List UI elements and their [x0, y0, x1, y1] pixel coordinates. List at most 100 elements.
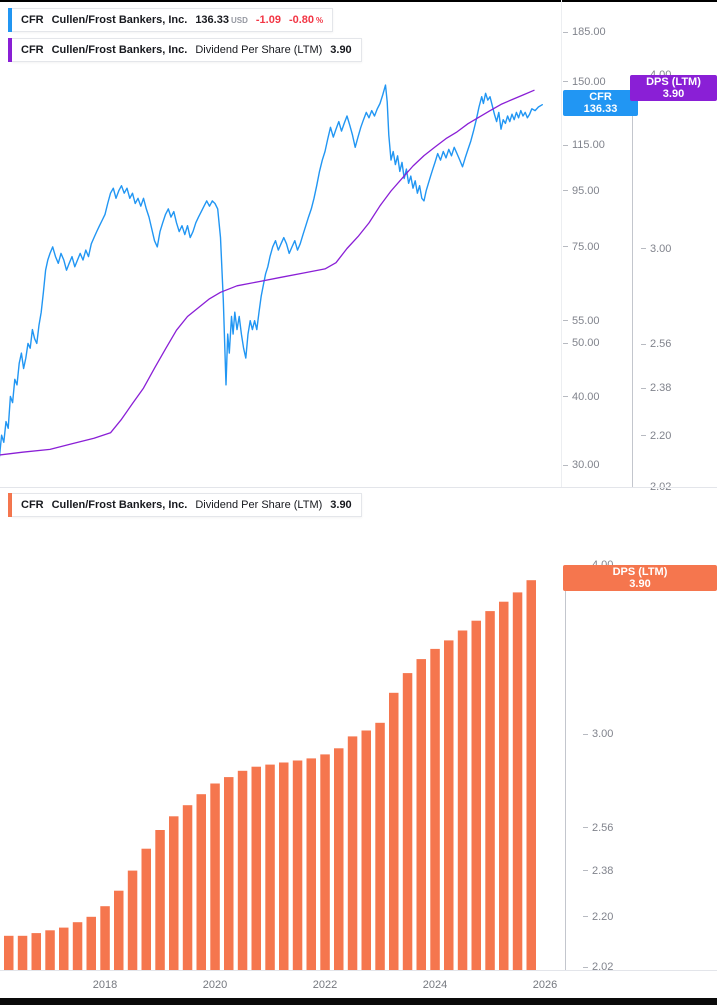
- dps-bar[interactable]: [292, 760, 303, 971]
- dps-bar[interactable]: [471, 620, 482, 970]
- dps-bar[interactable]: [320, 754, 330, 970]
- price-y-axis[interactable]: 185.00 150.00 115.00 95.00 75.00 55.00 50.00 40…: [563, 0, 635, 487]
- dps-bar[interactable]: [141, 848, 152, 970]
- dps-bar[interactable]: [196, 794, 207, 970]
- metric-name: Dividend Per Share (LTM): [195, 499, 323, 511]
- dps-bar[interactable]: [210, 783, 220, 971]
- y-axis-tick: 2.38: [641, 381, 671, 395]
- y-axis-tick: 3.00: [583, 727, 613, 741]
- dps-bar[interactable]: [416, 659, 427, 970]
- dps-bar[interactable]: [526, 580, 537, 970]
- y-axis-tick: 75.00: [563, 240, 600, 254]
- dps-bar[interactable]: [512, 592, 523, 970]
- dps-bar[interactable]: [31, 933, 42, 970]
- dps-bar[interactable]: [72, 922, 83, 970]
- dps-bar[interactable]: [45, 930, 55, 970]
- dps-line[interactable]: [0, 89, 535, 456]
- dps-bar[interactable]: [155, 830, 165, 970]
- metric-name: Dividend Per Share (LTM): [195, 44, 323, 56]
- dps-bar[interactable]: [224, 777, 234, 970]
- dps-bar[interactable]: [499, 601, 509, 970]
- dps-value: 3.90: [330, 499, 352, 511]
- dps-last-value-badge: DPS (LTM) 3.90: [563, 565, 717, 591]
- dps-bar[interactable]: [361, 730, 372, 971]
- dps-y-axis[interactable]: 4.003.002.562.382.202.02: [641, 0, 713, 493]
- dps-value: 3.90: [330, 44, 352, 56]
- y-axis-tick: 30.00: [563, 458, 600, 472]
- price-change-percent: -0.80: [288, 14, 315, 26]
- dps-bar[interactable]: [457, 630, 468, 971]
- dps-bar[interactable]: [430, 648, 440, 970]
- dividend-bar-canvas[interactable]: [0, 488, 717, 970]
- x-axis-year-label: 2022: [312, 979, 338, 991]
- price-chart-panel: 185.00 150.00 115.00 95.00 75.00 55.00 50.00 40…: [0, 0, 717, 493]
- x-axis-year-label: 2020: [202, 979, 228, 991]
- percent-sign: %: [316, 16, 324, 25]
- dps-bar[interactable]: [389, 692, 399, 970]
- dps-overlay-legend[interactable]: CFR Cullen/Frost Bankers, Inc. Dividend …: [8, 38, 362, 62]
- y-axis-tick: 50.00: [563, 336, 600, 350]
- y-axis-tick: 2.56: [583, 821, 613, 835]
- price-legend-chip: CFR Cullen/Frost Bankers, Inc. 136.33 US…: [12, 8, 334, 32]
- price-legend[interactable]: CFR Cullen/Frost Bankers, Inc. 136.33 US…: [8, 8, 334, 32]
- dps-axis-border: [632, 101, 633, 487]
- dps-bar[interactable]: [334, 748, 344, 970]
- dps-bar[interactable]: [182, 805, 193, 970]
- y-axis-tick: 150.00: [563, 75, 606, 89]
- dps-bar[interactable]: [86, 916, 97, 970]
- dps-bar[interactable]: [375, 722, 385, 970]
- dps-bar[interactable]: [237, 770, 248, 970]
- dps-bar[interactable]: [4, 935, 14, 970]
- badge-ticker: CFR: [589, 91, 612, 103]
- badge-value: 3.90: [629, 578, 651, 590]
- dps-last-value-badge: DPS (LTM) 3.90: [630, 75, 717, 101]
- dps-bar[interactable]: [485, 611, 495, 970]
- dps-bar[interactable]: [100, 906, 110, 970]
- price-change: -1.09: [255, 14, 281, 26]
- company-name: Cullen/Frost Bankers, Inc.: [51, 499, 188, 511]
- y-axis-tick: 2.20: [583, 910, 613, 924]
- y-axis-tick: 3.00: [641, 242, 671, 256]
- dps-bar[interactable]: [306, 758, 317, 970]
- dps-bar[interactable]: [127, 870, 138, 970]
- y-axis-tick: 185.00: [563, 25, 606, 39]
- y-axis-tick: 2.38: [583, 864, 613, 878]
- dps-bar[interactable]: [251, 766, 262, 970]
- ticker-symbol: CFR: [21, 44, 44, 56]
- badge-value: 3.90: [662, 88, 685, 100]
- time-axis[interactable]: 2018 2020 2022 2024 2026: [0, 970, 717, 998]
- x-axis-year-label: 2024: [422, 979, 448, 991]
- dividend-legend-chip: CFR Cullen/Frost Bankers, Inc. Dividend …: [12, 493, 362, 517]
- dps-bar[interactable]: [59, 927, 69, 970]
- x-axis-year-label: 2026: [532, 979, 558, 991]
- company-name: Cullen/Frost Bankers, Inc.: [51, 14, 188, 26]
- dps-bar[interactable]: [402, 673, 413, 970]
- price-axis-border: [561, 0, 562, 487]
- dps-bar[interactable]: [169, 816, 179, 970]
- currency-label: USD: [230, 16, 248, 25]
- last-price-value: 136.33: [195, 14, 229, 26]
- dividend-legend[interactable]: CFR Cullen/Frost Bankers, Inc. Dividend …: [8, 493, 362, 517]
- price-line[interactable]: [0, 84, 543, 458]
- dps-bar[interactable]: [17, 935, 28, 970]
- dps-bar[interactable]: [444, 640, 454, 970]
- top-border-bar: [0, 0, 717, 2]
- panel-divider[interactable]: [0, 487, 717, 488]
- dps-bar[interactable]: [114, 890, 124, 970]
- y-axis-tick: 95.00: [563, 184, 600, 198]
- dps-bar[interactable]: [279, 762, 289, 971]
- company-name: Cullen/Frost Bankers, Inc.: [51, 44, 188, 56]
- badge-price: 136.33: [583, 103, 618, 115]
- dps-bar[interactable]: [347, 736, 358, 970]
- dps-bar[interactable]: [265, 764, 275, 970]
- price-chart-canvas[interactable]: [0, 0, 717, 487]
- dps-series-marker: [8, 38, 12, 62]
- y-axis-tick: 55.00: [563, 314, 600, 328]
- last-price-badge: CFR 136.33: [563, 90, 638, 116]
- ticker-symbol: CFR: [21, 14, 44, 26]
- dps-y-axis[interactable]: 4.003.002.562.382.202.02: [583, 488, 655, 973]
- price-series-marker: [8, 8, 12, 32]
- dividend-chart-panel: 4.003.002.562.382.202.02 CFR Cullen/Fros…: [0, 488, 717, 973]
- y-axis-tick: 40.00: [563, 390, 600, 404]
